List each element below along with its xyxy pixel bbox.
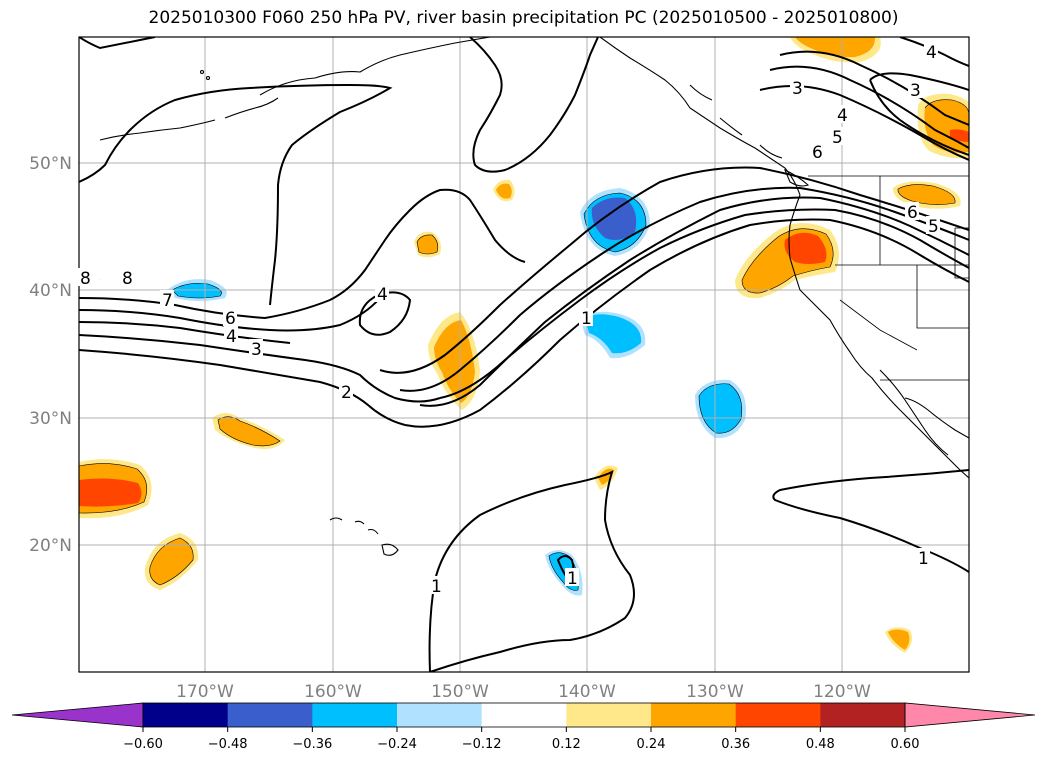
gridlines (79, 37, 969, 672)
precip-fill-positive (434, 320, 475, 403)
svg-text:1: 1 (581, 309, 592, 329)
contour-label: 1 (579, 308, 593, 329)
contour-label: 1 (916, 548, 930, 569)
svg-text:5: 5 (928, 217, 939, 237)
svg-text:1: 1 (918, 549, 929, 569)
contour-label: 5 (926, 216, 940, 237)
lat-label: 30°N (29, 409, 72, 429)
precip-fill-negative (699, 383, 742, 434)
contour-label: 8 (78, 268, 100, 289)
svg-text:4: 4 (226, 327, 237, 347)
svg-text:6: 6 (225, 309, 236, 329)
precip-fill-negative (591, 197, 637, 240)
lat-label: 40°N (29, 281, 72, 301)
svg-text:8: 8 (80, 269, 91, 289)
pv-contours (79, 37, 969, 672)
colorbar-tick-label: 0.48 (806, 737, 835, 752)
coastlines (99, 37, 969, 556)
svg-text:6: 6 (812, 143, 823, 163)
svg-text:4: 4 (926, 43, 937, 63)
colorbar-tick-label: −0.60 (123, 737, 163, 752)
contour-label-layer: 8 7 6 4 3 2 4 1 1 1 1 3 4 5 6 6 5 4 3 8 (78, 42, 940, 597)
precip-outlines (79, 99, 969, 591)
colorbar-segment (397, 703, 483, 727)
colorbar-tick-label: −0.24 (377, 737, 417, 752)
map-border (78, 36, 970, 673)
contour-label: 5 (830, 127, 844, 148)
map-title: 2025010300 F060 250 hPa PV, river basin … (148, 8, 899, 28)
svg-text:6: 6 (907, 203, 918, 223)
contour-label: 3 (790, 78, 804, 99)
colorbar-segment (143, 703, 229, 727)
precip-fill-positive (79, 478, 142, 507)
colorbar-border (142, 702, 906, 728)
colorbar: −0.60 −0.48 −0.36 −0.24 −0.12 0.12 0.24 0.36 0.4… (11, 702, 1036, 752)
svg-text:8: 8 (122, 269, 133, 289)
precip-fill-positive (417, 234, 438, 254)
lon-label: 170°W (176, 682, 234, 702)
colorbar-segment (566, 703, 652, 727)
svg-text:3: 3 (251, 340, 262, 360)
svg-text:5: 5 (832, 128, 843, 148)
contour-label: 2 (339, 382, 353, 403)
svg-text:3: 3 (792, 79, 803, 99)
svg-text:4: 4 (377, 285, 388, 305)
contour-label: 4 (924, 42, 938, 63)
lon-label: 160°W (304, 682, 362, 702)
precip-fill-positive (149, 538, 194, 585)
svg-text:1: 1 (431, 577, 442, 597)
svg-text:7: 7 (162, 291, 173, 311)
contour-label: 8 (120, 268, 134, 289)
colorbar-extend-low (11, 702, 144, 728)
colorbar-segment (227, 703, 313, 727)
svg-text:4: 4 (837, 106, 848, 126)
contour-label: 4 (375, 284, 389, 305)
colorbar-tick-label: 0.60 (891, 737, 920, 752)
contour-label: 4 (224, 326, 238, 347)
colorbar-tick-label: −0.36 (292, 737, 332, 752)
precip-fill-negative (585, 314, 642, 354)
colorbar-tick-label: 0.12 (552, 737, 581, 752)
colorbar-tick-label: −0.12 (462, 737, 502, 752)
contour-label: 1 (429, 576, 443, 597)
svg-text:2: 2 (341, 383, 352, 403)
colorbar-tick-label: −0.48 (208, 737, 248, 752)
precip-fill-positive (888, 629, 910, 650)
contour-label: 1 (565, 568, 579, 589)
latitude-labels: 50°N 40°N 30°N 20°N (29, 154, 72, 556)
colorbar-extend-high (904, 702, 1036, 728)
lon-label: 120°W (813, 682, 871, 702)
contour-label: 3 (908, 80, 922, 101)
contour-label: 7 (160, 290, 174, 311)
colorbar-tick-label: 0.24 (637, 737, 666, 752)
precip-fill-positive (795, 37, 876, 58)
precip-fill-positive (897, 184, 956, 205)
precip-fill-negative (172, 283, 222, 298)
contour-label: 4 (835, 105, 849, 126)
lat-label: 50°N (29, 154, 72, 174)
svg-text:3: 3 (910, 81, 921, 101)
colorbar-tick-label: 0.36 (721, 737, 750, 752)
colorbar-segment (312, 703, 398, 727)
contour-label: 6 (810, 142, 824, 163)
contour-label: 6 (223, 308, 237, 329)
svg-text:1: 1 (567, 569, 578, 589)
state-borders (808, 175, 969, 381)
lat-label: 20°N (29, 536, 72, 556)
precip-fill-positive (496, 183, 512, 199)
lon-label: 130°W (686, 682, 744, 702)
colorbar-segment (651, 703, 737, 727)
precip-fill-positive (950, 129, 969, 142)
colorbar-segment (820, 703, 906, 727)
colorbar-segment (735, 703, 821, 727)
colorbar-segment (481, 703, 567, 727)
precip-fill-positive (218, 416, 280, 446)
lon-label: 150°W (431, 682, 489, 702)
longitude-labels: 170°W 160°W 150°W 140°W 130°W 120°W (176, 682, 871, 702)
lon-label: 140°W (558, 682, 616, 702)
contour-label: 3 (249, 339, 263, 360)
contour-label: 6 (905, 202, 919, 223)
precip-fill-positive (784, 232, 827, 264)
